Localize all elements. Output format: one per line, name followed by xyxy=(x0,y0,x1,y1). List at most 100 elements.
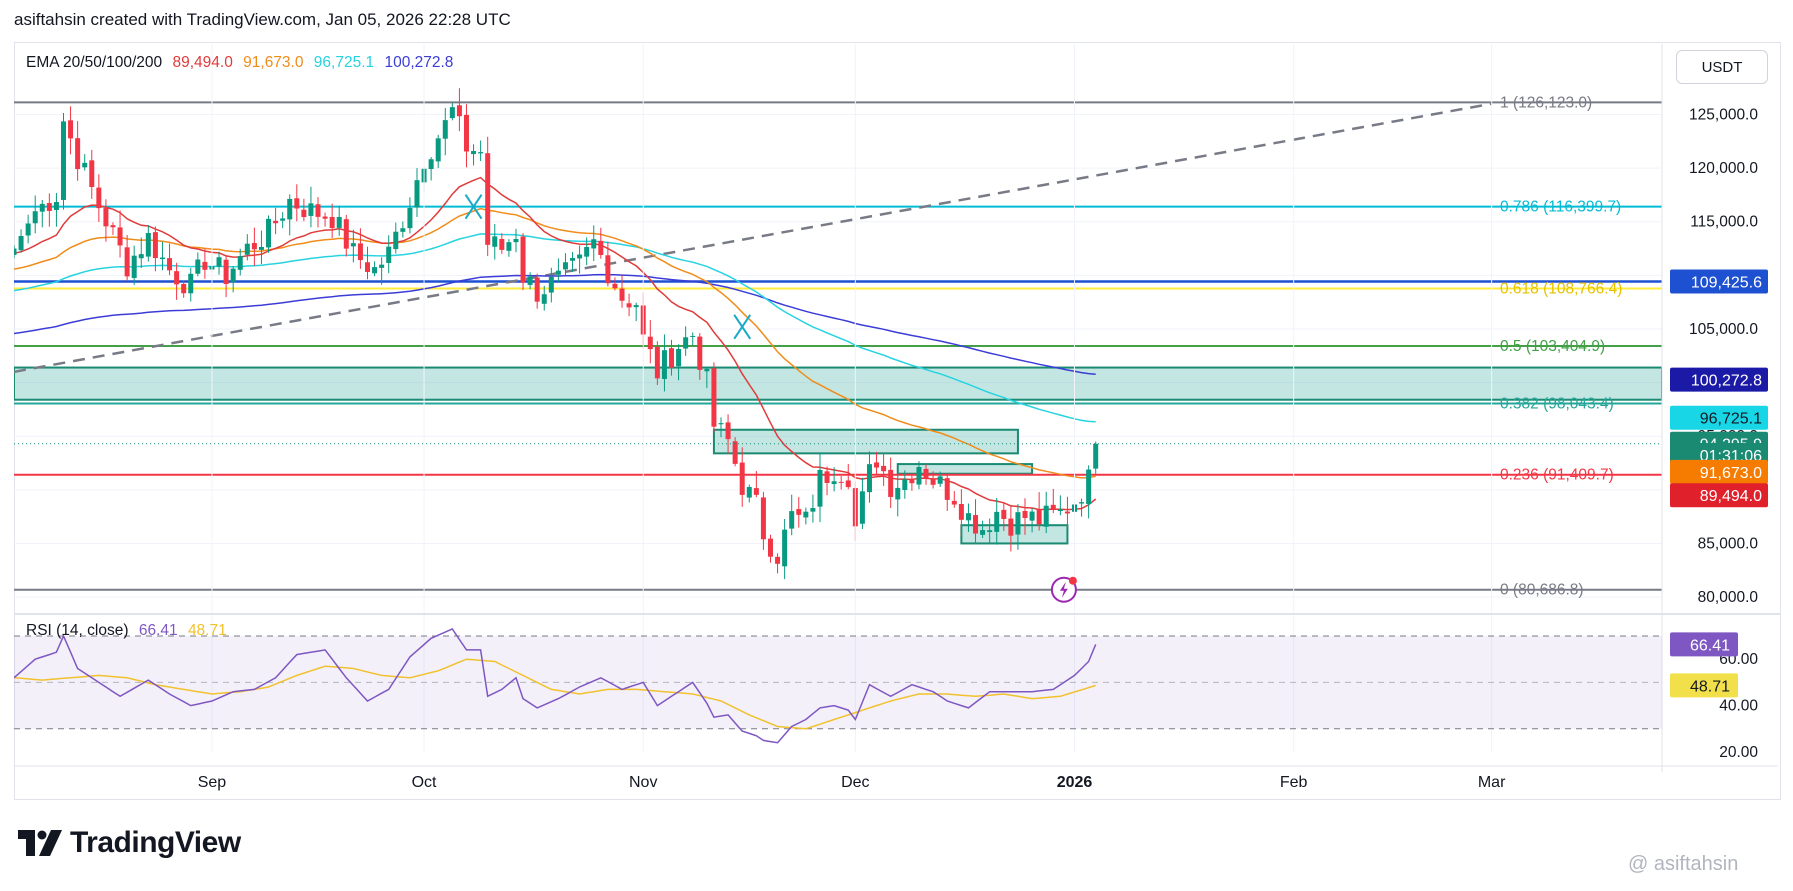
candle-body xyxy=(782,529,788,567)
currency-selector[interactable]: USDT xyxy=(1676,50,1768,84)
candle-body xyxy=(753,488,759,495)
candle xyxy=(96,174,102,222)
price-axis-label: 109,425.6 xyxy=(1691,274,1762,291)
candle-body xyxy=(18,235,24,251)
candle-body xyxy=(407,207,413,229)
candle xyxy=(379,257,385,285)
candle xyxy=(732,437,738,467)
candle-body xyxy=(937,476,943,484)
candle xyxy=(343,214,349,257)
candle xyxy=(534,273,540,309)
candle-body xyxy=(89,160,95,188)
candle xyxy=(916,461,922,490)
candle-body xyxy=(626,303,632,308)
candle xyxy=(407,197,413,234)
candle xyxy=(965,503,971,532)
price-axis-label: 100,272.8 xyxy=(1691,373,1762,390)
candle-body xyxy=(725,422,731,440)
candle-body xyxy=(619,288,625,301)
candle-body xyxy=(181,283,187,294)
candle-body xyxy=(14,248,17,255)
candle xyxy=(258,230,264,265)
candle xyxy=(414,168,420,218)
candle xyxy=(230,266,236,293)
candle xyxy=(654,341,660,386)
time-axis-label: Feb xyxy=(1280,774,1308,791)
time-axis-label: Mar xyxy=(1478,774,1506,791)
candle-body xyxy=(315,204,321,217)
candle-body xyxy=(471,151,477,155)
candle xyxy=(506,239,512,257)
candle-body xyxy=(131,255,137,279)
candle-body xyxy=(32,211,38,224)
candle xyxy=(1093,441,1099,474)
candle-body xyxy=(895,487,901,500)
candle-body xyxy=(1022,510,1028,518)
candle xyxy=(32,195,38,234)
candle-body xyxy=(435,138,441,162)
candle xyxy=(669,339,675,376)
candle-body xyxy=(223,259,229,284)
candle-body xyxy=(888,469,894,497)
candle-body xyxy=(732,441,738,464)
candle xyxy=(188,267,194,302)
candle xyxy=(456,88,462,132)
candle-body xyxy=(68,120,74,139)
candle-body xyxy=(350,243,356,247)
ema-cross-marker xyxy=(733,314,752,340)
tradingview-logo[interactable]: TradingView xyxy=(18,826,241,860)
ema-legend[interactable]: EMA 20/50/100/200 89,494.0 91,673.0 96,7… xyxy=(26,54,459,72)
rsi-axis-tick: 40.00 xyxy=(1719,698,1758,715)
candle xyxy=(676,344,682,381)
rsi-pane xyxy=(14,628,1662,744)
candle-body xyxy=(294,198,300,209)
candle xyxy=(746,484,752,503)
candle xyxy=(308,186,314,228)
candle-body xyxy=(881,465,887,472)
candle-body xyxy=(612,283,618,289)
candle xyxy=(775,553,781,574)
candle xyxy=(329,203,335,239)
candle xyxy=(513,228,519,253)
candle xyxy=(789,494,795,536)
candle xyxy=(336,205,342,236)
candle xyxy=(584,237,590,266)
candle xyxy=(174,262,180,300)
candle-body xyxy=(994,511,1000,532)
candle xyxy=(492,224,498,260)
price-axis-tick: 120,000.0 xyxy=(1689,160,1758,177)
candle-body xyxy=(817,469,823,507)
price-axis-label-bg xyxy=(1670,405,1768,430)
rsi-band xyxy=(14,636,1662,729)
candle-body xyxy=(824,471,830,483)
candle xyxy=(704,366,710,389)
ema100-value: 96,725.1 xyxy=(313,54,375,71)
candle-body xyxy=(534,277,540,302)
candle xyxy=(577,245,583,274)
candle xyxy=(753,470,759,498)
candle xyxy=(824,466,830,496)
candle xyxy=(68,106,74,155)
candle-body xyxy=(676,348,682,367)
candle-body xyxy=(357,243,363,261)
candle xyxy=(987,518,993,545)
candle xyxy=(923,464,929,485)
price-axis-label-bg xyxy=(1670,459,1768,484)
tradingview-logo-icon xyxy=(18,830,62,856)
candle xyxy=(633,302,639,322)
candle xyxy=(1008,505,1014,552)
candle-body xyxy=(386,246,392,263)
candle xyxy=(287,194,293,236)
candle xyxy=(393,222,399,254)
candle-body xyxy=(1057,509,1063,512)
candle-body xyxy=(654,346,660,379)
candle xyxy=(237,248,243,276)
candle-body xyxy=(902,479,908,490)
rsi-legend[interactable]: RSI (14, close) 66.41 48.71 xyxy=(26,622,233,640)
ema20-line xyxy=(14,176,1097,511)
candle-body xyxy=(598,240,604,256)
candle xyxy=(216,251,222,275)
candle xyxy=(555,258,561,283)
candle-body xyxy=(520,236,526,283)
